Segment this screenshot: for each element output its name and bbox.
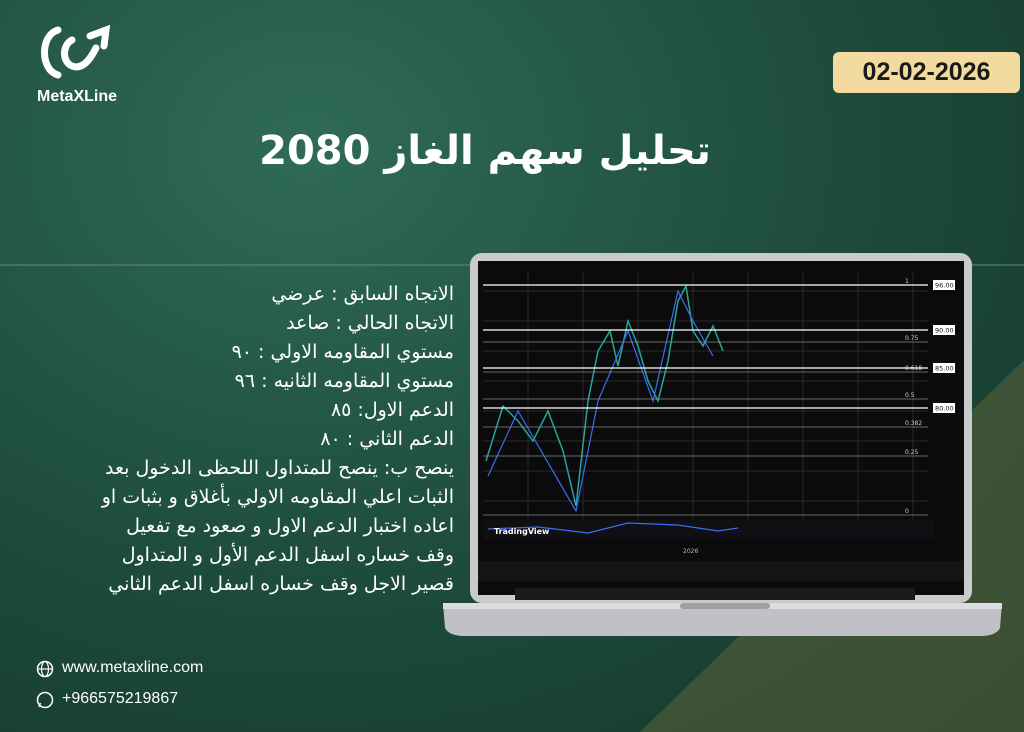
price-tag [933,325,955,335]
watermark: TradingView [494,527,550,536]
fib-label: 0.25 [905,449,919,456]
brand-name: MetaXLine [36,88,117,105]
analysis-text: الاتجاه السابق : عرضي الاتجاه الحالي : صا… [14,280,454,599]
title: تحليل سهم الغاز 2080 [259,128,711,174]
analysis-line: الاتجاه السابق : عرضي [271,283,454,305]
fib-label: 0 [905,508,909,515]
fib-label: 1 [905,278,909,285]
analysis-line: قصير الاجل وقف خساره اسفل الدعم الثاني [108,573,454,595]
analysis-line: مستوي المقاومه الاولي : ٩٠ [231,341,454,363]
fib-label: 0.5 [905,392,915,399]
website[interactable]: www.metaxline.com [62,659,204,676]
axis-year: 2026 [683,548,698,555]
price-label: 96.00 [935,282,954,290]
price-tag [933,363,955,373]
price-label: 80.00 [935,405,954,413]
analysis-line: الدعم الاول: ٨٥ [330,399,454,421]
analysis-line: الثبات اعلي المقاومه الاولي بأغلاق و بثب… [101,486,454,508]
analysis-line: ينصح ب: ينصح للمتداول اللحظى الدخول بعد [105,457,454,479]
chart-screenshot: 10.750.6180.50.3820.25096.0090.0085.0080… [478,271,964,581]
analysis-line: اعاده اختبار الدعم الاول و صعود مع تفعيل [126,515,454,537]
analysis-line: الاتجاه الحالي : صاعد [286,312,454,334]
date-badge: 02-02-2026 [833,52,1020,93]
analysis-line: وقف خساره اسفل الدعم الأول و المتداول [121,544,454,566]
analysis-line: مستوي المقاومه الثانيه : ٩٦ [234,370,454,392]
price-tag [933,403,955,413]
price-label: 90.00 [935,327,954,335]
fib-label: 0.75 [905,335,919,342]
phone[interactable]: +966575219867 [62,690,179,707]
contact-icons [36,660,54,709]
fib-label: 0.382 [905,420,922,427]
analysis-line: الدعم الثاني : ٨٠ [320,428,454,450]
price-tag [933,280,955,290]
price-label: 85.00 [935,365,954,373]
